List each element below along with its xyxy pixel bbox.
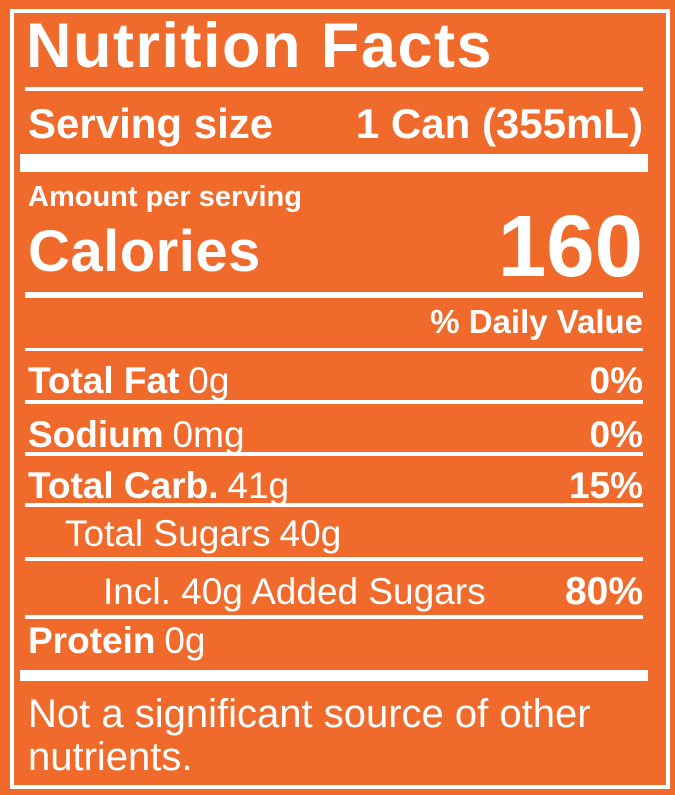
nutrient-name: Protein	[28, 620, 156, 661]
thick-divider-top	[20, 154, 648, 172]
nutrient-amount: 0g	[164, 620, 206, 661]
nutrient-row-total-sugars: Total Sugars 40g	[28, 515, 643, 552]
row-divider	[25, 452, 643, 456]
row-divider	[25, 400, 643, 404]
amount-per-serving-label: Amount per serving	[28, 181, 302, 213]
nutrient-amount: 0g	[188, 360, 230, 401]
nutrient-daily-value: 15%	[568, 465, 643, 506]
nutrient-row-total-carb: Total Carb. 41g 15%	[28, 467, 643, 504]
row-divider	[25, 615, 643, 619]
calories-label: Calories	[28, 219, 261, 284]
nutrient-name: Total Fat	[28, 360, 180, 401]
nutrient-name: Sodium	[28, 414, 164, 455]
calories-value: 160	[497, 198, 643, 295]
footnote-text: Not a significant source of other nutrie…	[28, 692, 591, 779]
nutrient-name: Total Carb.	[28, 465, 219, 506]
nutrient-row-total-fat: Total Fat 0g 0%	[28, 362, 643, 399]
thick-divider-bottom	[20, 670, 648, 681]
nutrient-row-protein: Protein 0g	[28, 622, 643, 659]
title-divider	[25, 87, 643, 91]
serving-size-row: Serving size 1 Can (355mL)	[28, 103, 643, 145]
nutrient-daily-value: 80%	[564, 570, 643, 613]
nutrient-amount: 40g	[279, 513, 342, 554]
nutrient-row-added-sugars: Incl. 40g Added Sugars 80%	[28, 572, 643, 611]
serving-size-label: Serving size	[28, 100, 274, 147]
row-divider	[25, 557, 643, 561]
daily-value-header: % Daily Value	[430, 303, 643, 340]
nutrient-daily-value: 0%	[589, 360, 643, 401]
nutrient-name: Incl. 40g Added Sugars	[103, 571, 486, 612]
nutrient-daily-value: 0%	[589, 414, 643, 455]
nutrient-name: Total Sugars	[65, 513, 271, 554]
serving-size-value: 1 Can (355mL)	[355, 100, 643, 147]
row-divider	[25, 503, 643, 507]
label-title: Nutrition Facts	[26, 11, 494, 81]
nutrient-amount: 41g	[227, 465, 290, 506]
nutrient-row-sodium: Sodium 0mg 0%	[28, 416, 643, 453]
calories-divider	[25, 292, 643, 298]
nutrient-amount: 0mg	[172, 414, 245, 455]
daily-value-divider	[25, 348, 643, 351]
